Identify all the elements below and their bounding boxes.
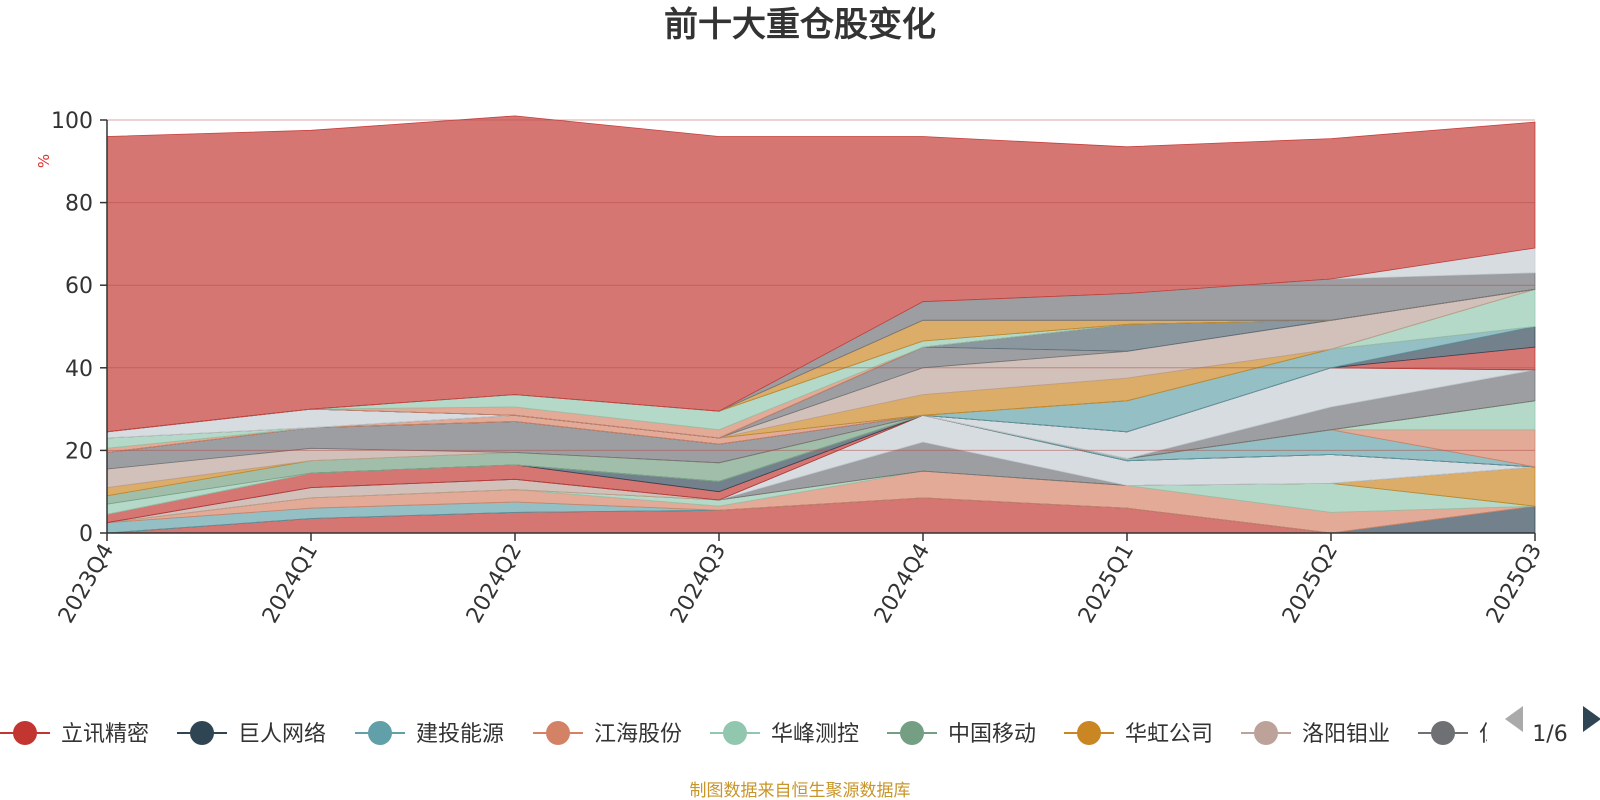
legend-item[interactable]: 立讯精密 bbox=[0, 721, 149, 747]
legend-marker-icon bbox=[723, 721, 747, 745]
legend-label: 巨人网络 bbox=[238, 722, 326, 747]
y-axis-label: % bbox=[35, 154, 53, 168]
legend-page-indicator: 1/6 bbox=[1532, 722, 1567, 747]
legend-marker-icon bbox=[13, 721, 37, 745]
legend-label: 华峰测控 bbox=[771, 722, 859, 747]
y-tick-label: 60 bbox=[65, 274, 93, 299]
legend-label: 洛阳钼业 bbox=[1302, 722, 1390, 747]
legend-item[interactable]: 巨人网络 bbox=[177, 721, 326, 747]
legend-next-page-icon[interactable] bbox=[1583, 706, 1600, 732]
legend-label: 仁 bbox=[1479, 722, 1501, 747]
y-tick-label: 0 bbox=[79, 522, 93, 547]
legend-item[interactable]: 建投能源 bbox=[355, 721, 504, 747]
x-tick-label: 2023Q4 bbox=[54, 540, 119, 628]
legend-item[interactable]: 仁 bbox=[1418, 721, 1501, 747]
legend-item[interactable]: 江海股份 bbox=[533, 721, 682, 747]
legend-marker-icon bbox=[190, 721, 214, 745]
legend-item[interactable]: 中国移动 bbox=[887, 721, 1036, 747]
x-tick-label: 2025Q1 bbox=[1074, 540, 1139, 628]
legend-label: 中国移动 bbox=[948, 722, 1036, 747]
legend-pager: 1/6 bbox=[1505, 706, 1600, 747]
grid-lines bbox=[107, 119, 1535, 451]
x-tick-label: 2024Q2 bbox=[462, 540, 527, 628]
legend-item[interactable]: 华峰测控 bbox=[710, 721, 859, 747]
legend-label: 华虹公司 bbox=[1125, 722, 1213, 747]
legend-marker-icon bbox=[1431, 721, 1455, 745]
legend-label: 建投能源 bbox=[416, 722, 504, 747]
area-series-44 bbox=[106, 115, 1536, 433]
legend-marker-icon bbox=[368, 721, 392, 745]
y-tick-label: 40 bbox=[65, 357, 93, 382]
legend-marker-icon bbox=[546, 721, 570, 745]
y-tick-label: 80 bbox=[65, 192, 93, 217]
x-tick-label: 2025Q3 bbox=[1482, 540, 1547, 628]
y-tick-label: 100 bbox=[51, 109, 93, 134]
x-tick-label: 2024Q1 bbox=[258, 540, 323, 628]
legend-item[interactable]: 华虹公司 bbox=[1064, 721, 1213, 747]
legend: 立讯精密 巨人网络 建投能源 江海股份 华峰测控 中国移动 华虹公司 洛阳钼业 仁 bbox=[0, 721, 1501, 747]
legend-label: 立讯精密 bbox=[61, 722, 149, 747]
y-tick-label: 20 bbox=[65, 439, 93, 464]
area-series-group bbox=[106, 115, 1536, 534]
x-tick-label: 2025Q2 bbox=[1278, 540, 1343, 628]
legend-marker-icon bbox=[900, 721, 924, 745]
chart-title: 前十大重仓股变化 bbox=[664, 5, 936, 45]
source-note: 制图数据来自恒生聚源数据库 bbox=[690, 781, 911, 800]
legend-label: 江海股份 bbox=[594, 722, 682, 747]
x-tick-label: 2024Q3 bbox=[666, 540, 731, 628]
legend-marker-icon bbox=[1254, 721, 1278, 745]
x-tick-label: 2024Q4 bbox=[870, 540, 935, 628]
legend-prev-page-icon[interactable] bbox=[1505, 706, 1523, 732]
legend-marker-icon bbox=[1077, 721, 1101, 745]
legend-item[interactable]: 洛阳钼业 bbox=[1241, 721, 1390, 747]
